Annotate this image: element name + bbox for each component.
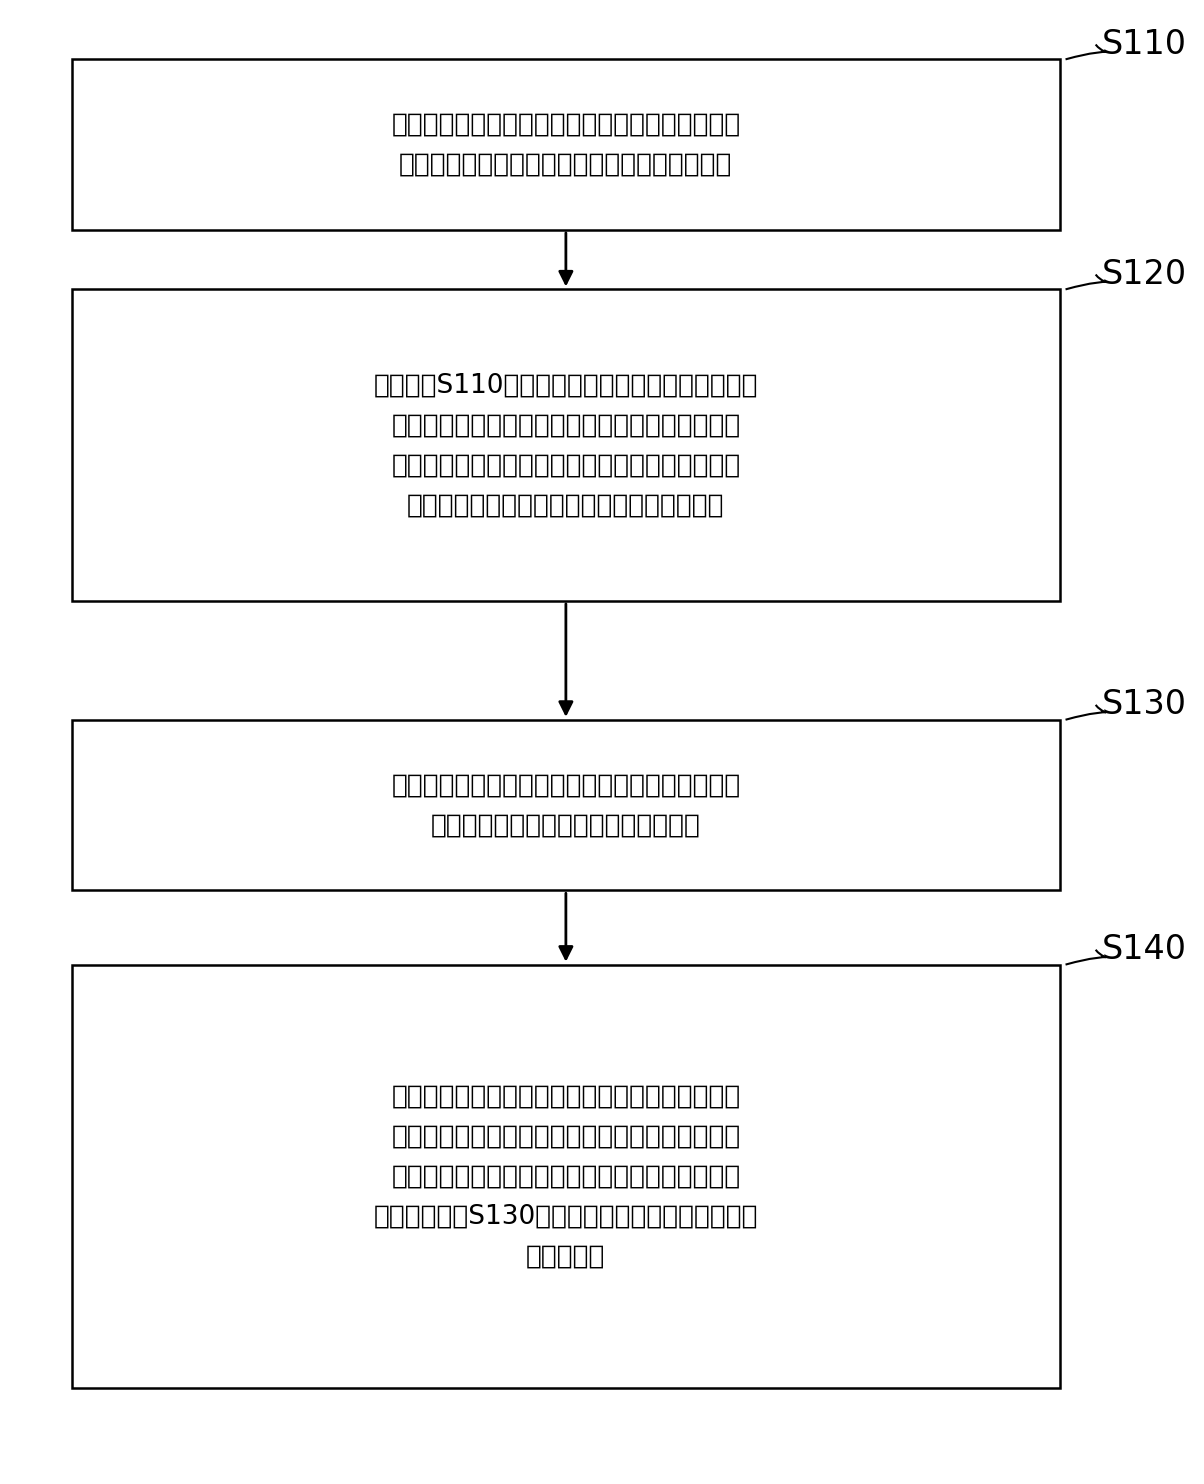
Text: 在高速列车实时运行工况下，采集当前时刻的制动
缸压力数据作为测试样本，首先确定该测试样本所
处的制动过程阶段，然后计算该样本的故障检测指
标，并与步骤S130中: 在高速列车实时运行工况下，采集当前时刻的制动 缸压力数据作为测试样本，首先确定该… [373,1083,759,1269]
Text: 在高速列车正常运行工况下，采集多组包含制动全
过程的制动缸压力测量数据构成多个训练数据集: 在高速列车正常运行工况下，采集多组包含制动全 过程的制动缸压力测量数据构成多个训… [391,111,740,178]
Text: 计算步骤S110中每个训练数据集所包含每个样本的
故障检测统计量，其中，针对每个样本需要首先确
定该样本所处的制动过程阶段，然后再从混合指标
中选取对应的分段函: 计算步骤S110中每个训练数据集所包含每个样本的 故障检测统计量，其中，针对每个… [373,372,759,518]
Text: S110: S110 [1102,28,1187,61]
FancyBboxPatch shape [72,59,1060,230]
Text: S120: S120 [1102,258,1187,291]
FancyBboxPatch shape [72,289,1060,601]
Text: 基于所有训练数据集所包含的全部故障检测统计量
信息，确定混合故障检测指标的控制限: 基于所有训练数据集所包含的全部故障检测统计量 信息，确定混合故障检测指标的控制限 [391,772,740,838]
Text: S140: S140 [1102,933,1187,966]
FancyBboxPatch shape [72,965,1060,1388]
FancyBboxPatch shape [72,720,1060,890]
Text: S130: S130 [1102,689,1187,721]
